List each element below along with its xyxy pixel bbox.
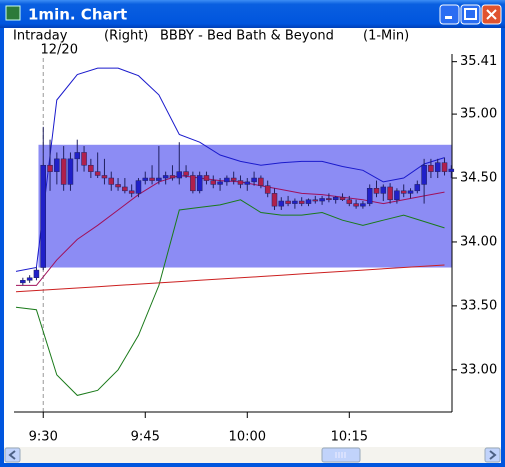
x-tick-label: 9:30	[29, 430, 58, 445]
candle-body	[271, 193, 278, 207]
candle-body	[326, 198, 332, 201]
header-mode: Intraday	[13, 29, 68, 44]
candle-body	[339, 196, 346, 201]
header-symbol: BBBY - Bed Bath & Beyond	[160, 29, 334, 44]
y-tick-label: 34.50	[460, 171, 497, 186]
candle-body	[40, 164, 46, 268]
header-interval: (1-Min)	[363, 29, 409, 44]
session-date: 12/20	[41, 43, 78, 58]
candle-body	[353, 203, 359, 207]
candle-body	[33, 269, 40, 279]
candle-body	[366, 188, 373, 204]
candle-body	[20, 280, 26, 284]
candle-body	[285, 200, 291, 204]
candle-body	[237, 180, 244, 185]
candle-body	[346, 199, 353, 204]
candle-body	[81, 152, 87, 166]
window-title: 1min. Chart	[28, 6, 127, 24]
y-tick-label: 33.50	[460, 298, 497, 313]
candle-body	[251, 177, 257, 183]
indicator-line	[16, 174, 445, 286]
candle-body	[414, 184, 421, 192]
candle-body	[312, 199, 319, 202]
candle-body	[387, 186, 393, 201]
candle-body	[26, 277, 33, 281]
indicator-line	[15, 199, 445, 396]
candle-body	[380, 186, 387, 194]
app-icon	[5, 5, 21, 21]
candle-body	[149, 177, 155, 181]
maximize-button[interactable]	[460, 4, 481, 25]
header-side: (Right)	[104, 29, 148, 44]
candle-body	[319, 198, 325, 202]
candle-body	[128, 190, 135, 194]
candle-body	[196, 175, 203, 192]
minimize-button[interactable]	[439, 4, 460, 25]
candle-body	[264, 185, 271, 194]
candle-body	[54, 158, 60, 172]
x-tick-label: 10:00	[229, 430, 266, 445]
candle-body	[47, 164, 53, 172]
candle-body	[244, 181, 251, 185]
close-button[interactable]	[481, 4, 502, 25]
candle-body	[332, 196, 339, 201]
candle-body	[224, 177, 230, 183]
highlight-band	[38, 144, 453, 268]
y-tick-label: 35.00	[460, 107, 497, 122]
candle-body	[122, 186, 128, 192]
candle-body	[298, 200, 305, 204]
candle-body	[448, 168, 455, 172]
y-tick-label: 34.00	[460, 234, 497, 249]
candle-body	[230, 177, 237, 181]
candle-body	[101, 175, 108, 179]
candle-body	[394, 190, 400, 201]
y-tick-label: 35.41	[460, 54, 497, 69]
candle-body	[169, 175, 176, 179]
candle-body	[67, 158, 74, 185]
title-bar	[0, 0, 505, 28]
candle-body	[115, 184, 121, 188]
plot: 12/20 33.00 33.50 34.00 34.50 35.00 35.41 9:30 9…	[14, 43, 497, 445]
indicator-line	[15, 264, 445, 293]
candle-body	[217, 181, 223, 185]
candle-body	[183, 171, 189, 176]
indicator-line	[15, 67, 445, 272]
scrollbar[interactable]	[4, 447, 501, 463]
candle-body	[108, 177, 115, 185]
candle-body	[305, 199, 312, 204]
candle-body	[407, 190, 414, 194]
candle-body	[156, 177, 162, 181]
candle-body	[142, 177, 149, 181]
candle-body	[190, 175, 196, 192]
candle-body	[360, 203, 366, 207]
candle-body	[400, 190, 407, 194]
x-tick-label: 10:15	[331, 430, 368, 445]
candle-body	[176, 171, 183, 179]
candle-body	[421, 164, 427, 185]
candle-body	[210, 180, 217, 185]
candle-body	[135, 180, 142, 194]
candle-body	[292, 200, 298, 204]
y-tick-label: 33.00	[460, 362, 497, 377]
candle-body	[203, 175, 210, 181]
candle-body	[278, 200, 285, 207]
candle-body	[373, 188, 380, 194]
candle-body	[434, 162, 441, 172]
candle-body	[428, 164, 434, 172]
candle-body	[74, 152, 81, 160]
candle-body	[94, 171, 101, 176]
candle-body	[60, 158, 67, 185]
candle-body	[162, 175, 169, 179]
candle-body	[88, 164, 94, 172]
x-tick-label: 9:45	[131, 430, 160, 445]
candle-body	[258, 177, 264, 186]
candle-body	[441, 162, 448, 172]
